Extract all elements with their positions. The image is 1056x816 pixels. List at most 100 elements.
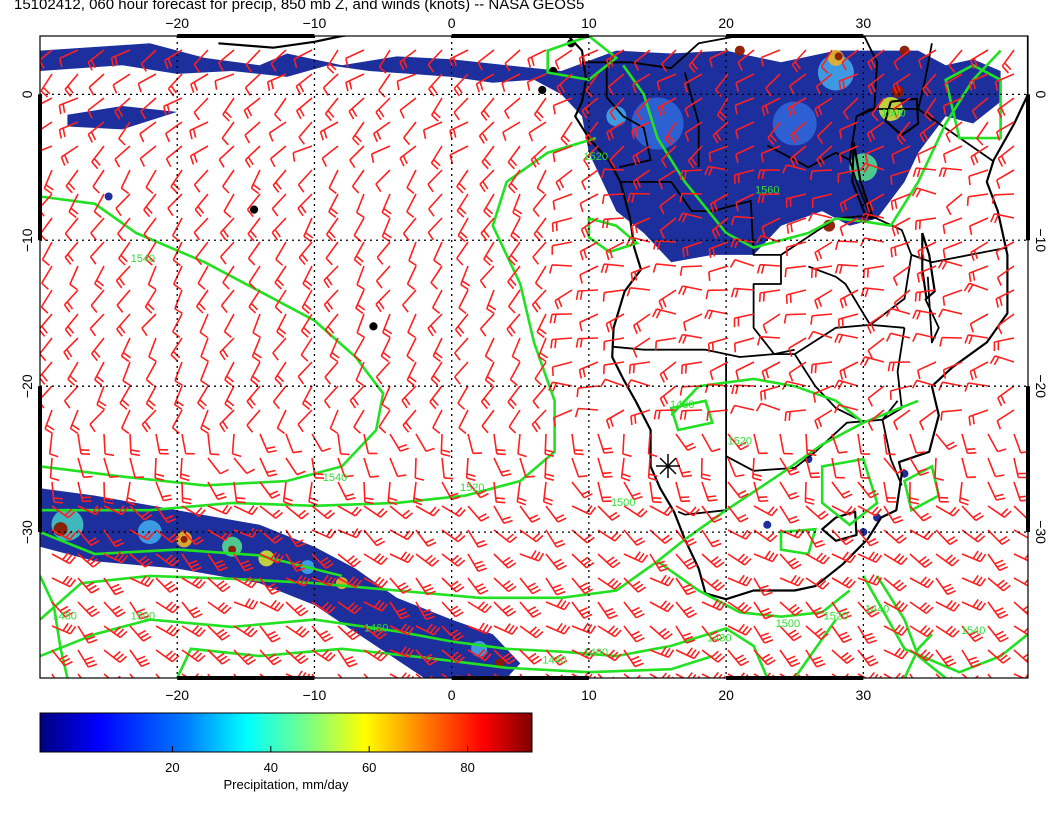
wind-barb [428,73,443,97]
wind-barb [831,505,857,516]
wind-barb [181,433,195,455]
wind-barb [432,409,443,435]
wind-barb [301,385,313,411]
wind-barb [155,481,173,502]
wind-barb [701,553,725,569]
wind-barb [231,433,242,458]
wind-barb [252,313,262,339]
wind-barb [233,576,259,589]
wind-barb [129,649,151,668]
wind-barb [579,193,599,213]
wind-barb [711,217,729,239]
contour-label: 1440 [865,603,889,615]
wind-barb [857,649,879,667]
wind-barb [155,529,180,543]
wind-barb [103,457,119,478]
wind-barb [493,481,506,504]
wind-barb [311,574,337,587]
wind-barb [94,265,105,291]
wind-barb [839,289,859,309]
wind-barb [729,404,755,414]
wind-barb [504,49,521,72]
wind-barb [181,481,192,505]
wind-barb [1013,433,1028,454]
wind-barb [475,73,495,93]
wind-barb [129,625,152,642]
wind-barb [174,361,184,387]
wind-barb [939,336,963,347]
wind-barb [991,193,1015,204]
country-border [780,214,913,326]
lat-tick-label-left: −10 [19,228,35,252]
wind-barb [658,289,677,310]
wind-barb [58,97,79,115]
wind-barb [630,409,651,426]
wind-barb [51,601,74,618]
wind-barb [584,121,599,146]
wind-barb [207,625,231,641]
wind-barb [480,217,495,241]
wind-barb [65,169,79,194]
wind-barb [200,409,211,435]
wind-barb [165,145,183,167]
contour-label: 1460 [364,622,388,634]
wind-barb [323,385,339,409]
axis-tick-labels: −20 −20 −10 −10 0 0 10 10 20 20 30 30 0 0 −10 −10 −20 −20… [19,15,1049,703]
wind-barb [96,385,107,411]
wind-barb [862,265,885,279]
wind-barb [678,333,703,344]
wind-barb [909,457,929,476]
wind-barb [311,528,337,539]
wind-barb [838,121,859,139]
wind-barb [155,601,180,614]
wind-barb [197,265,209,290]
wind-barb [867,337,885,359]
wind-barb [623,481,643,501]
wind-barb [163,97,183,116]
wind-barb [968,409,989,426]
wind-barb [675,505,701,517]
wind-barb [675,601,697,619]
wind-barb [458,409,469,435]
wind-barb [51,552,77,565]
wind-barb [467,481,489,499]
wind-barb [323,265,339,289]
wind-barb [329,409,339,435]
lake-victoria [884,97,920,137]
wind-barb [571,577,594,595]
wind-barb [833,379,859,390]
wind-barb [531,289,547,313]
wind-barb [580,217,599,238]
wind-barb [483,241,495,266]
wind-barb [631,121,651,140]
wind-barb [597,481,612,503]
wind-barb [649,553,670,572]
wind-barb [259,433,277,454]
wind-barb [103,433,115,457]
height-contour [40,136,597,512]
wind-barb [415,577,436,596]
wind-barb [517,433,527,458]
lon-tick-label-top: −20 [165,15,189,31]
wind-barb [935,649,957,667]
wind-barb [77,553,101,568]
wind-barb [760,49,781,67]
wind-barb [103,505,129,516]
wind-barb [145,361,157,387]
wind-barb [997,145,1015,167]
wind-barb [555,169,573,191]
wind-barb [995,241,1015,261]
wind-barb [730,287,755,298]
precipitation-field [40,43,1001,678]
wind-barb [937,308,963,318]
country-border [613,324,905,358]
wind-barb [1013,577,1028,587]
wind-barb [337,433,350,456]
wind-barb [511,337,521,363]
wind-barb [609,145,625,169]
wind-barb [675,481,691,503]
wind-barb [597,505,621,521]
wind-barb [987,481,1006,501]
wind-barb [942,217,963,235]
wind-barb [285,433,303,454]
